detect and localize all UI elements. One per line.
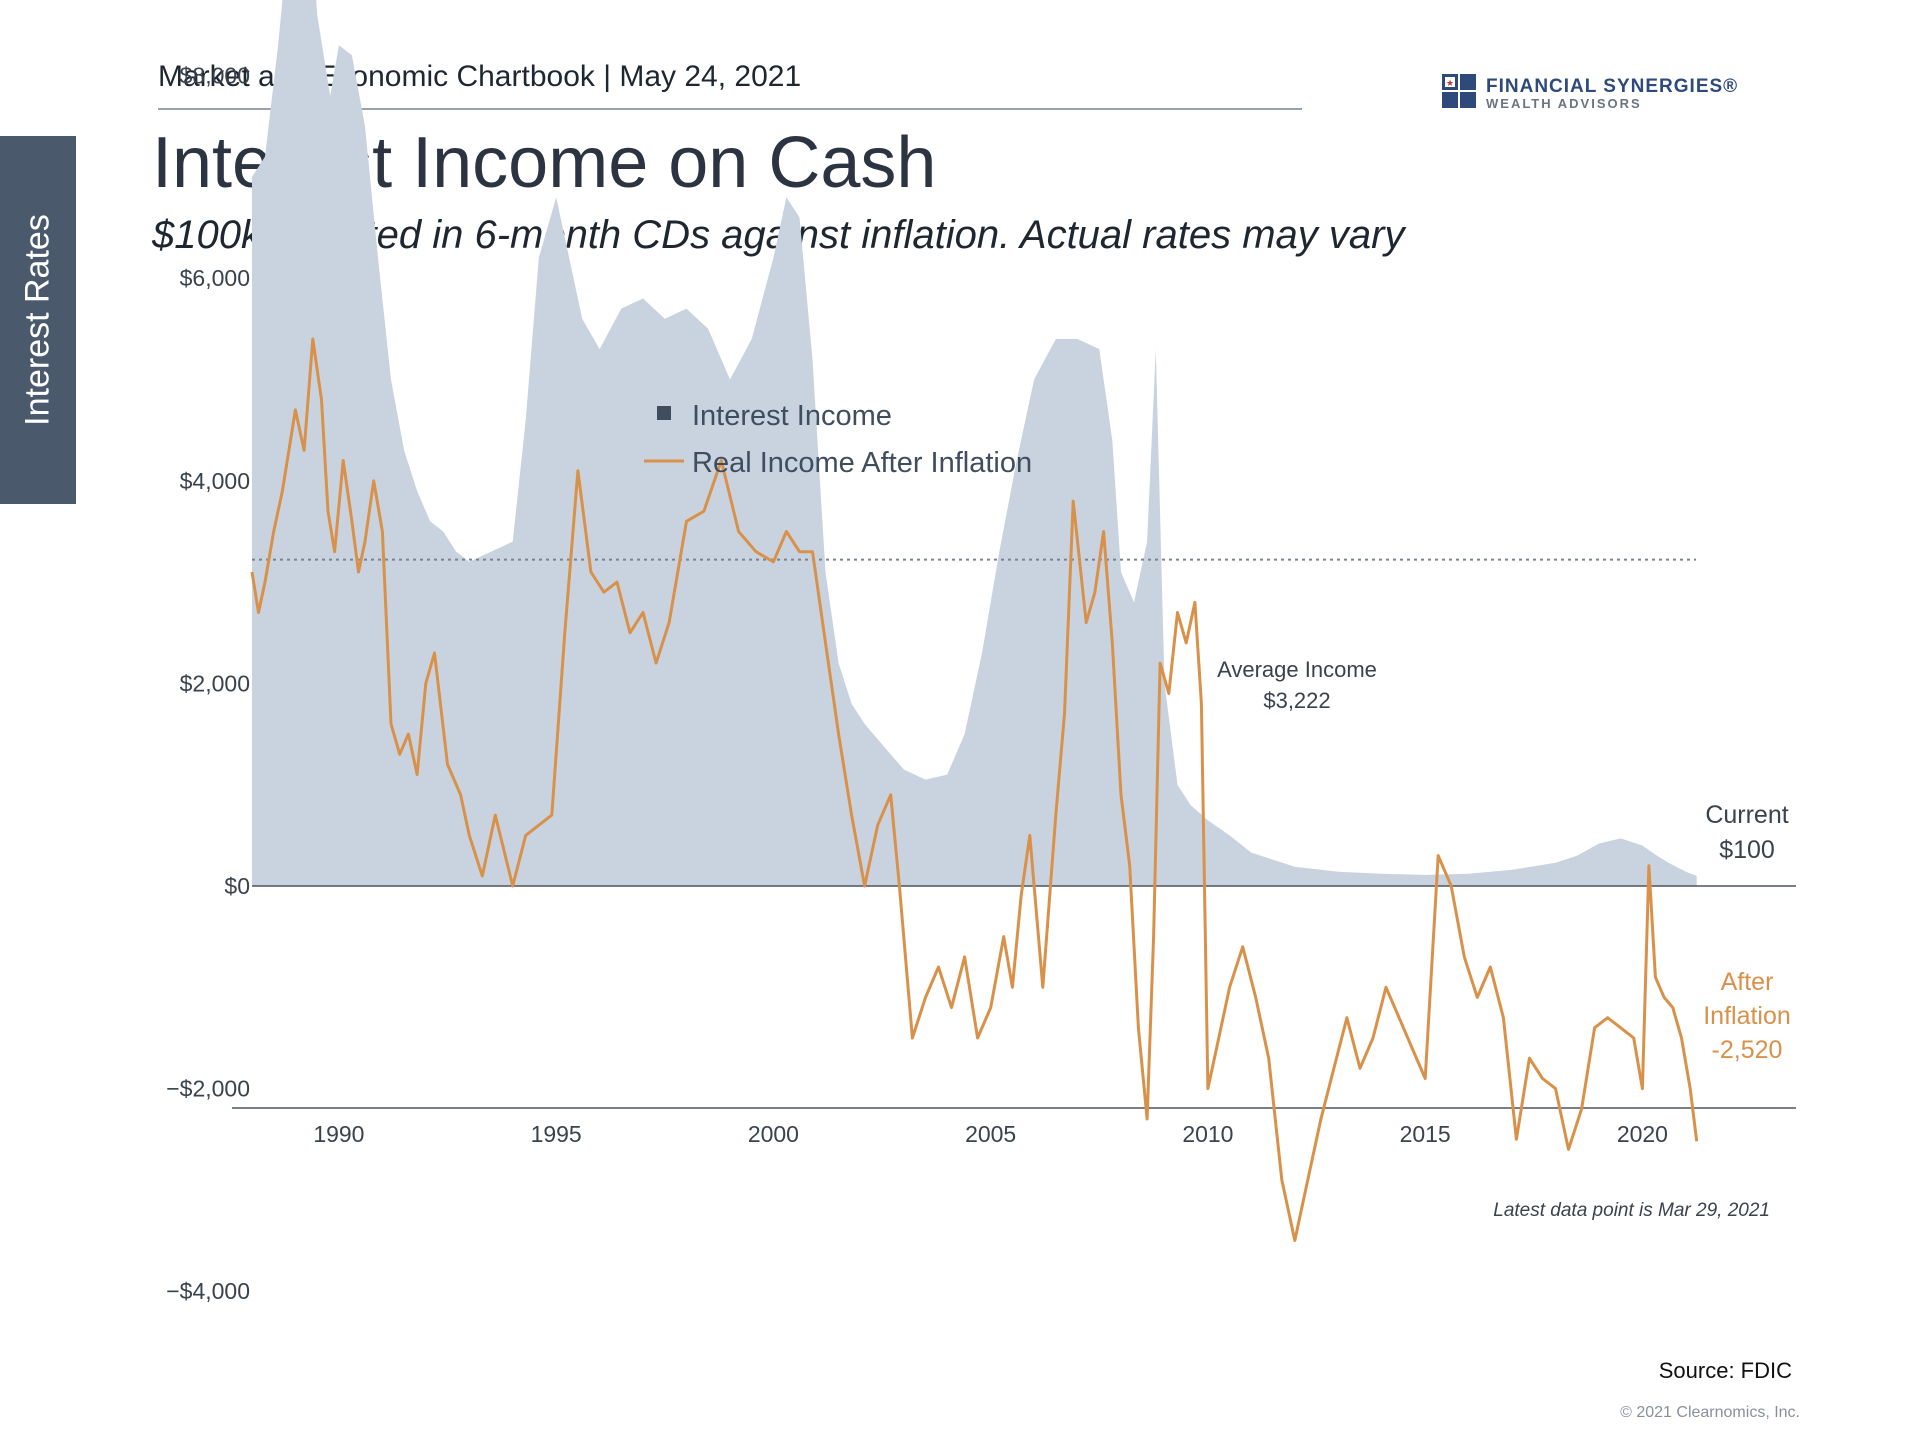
x-tick-label: 1990 <box>313 1121 364 1147</box>
interest-income-area <box>252 0 1697 886</box>
copyright: © 2021 Clearnomics, Inc. <box>1620 1404 1800 1421</box>
flag-grid-icon: ★ <box>1442 74 1476 108</box>
interest-income-area-layer <box>252 0 1697 886</box>
x-tick-label: 1995 <box>531 1121 582 1147</box>
legend: Interest Income Real Income After Inflat… <box>644 400 1032 479</box>
real-income-line-layer <box>250 337 1699 1242</box>
x-tick-label: 2020 <box>1617 1121 1668 1147</box>
logo-name: FINANCIAL SYNERGIES® <box>1486 76 1739 97</box>
y-tick-label: $2,000 <box>180 670 250 696</box>
real-income-line <box>250 337 1699 1242</box>
average-income-label: Average Income <box>1217 657 1377 682</box>
y-tick-label: $6,000 <box>180 265 250 291</box>
y-tick-label: −$2,000 <box>166 1076 250 1102</box>
current-label: Current <box>1705 801 1788 829</box>
y-tick-label: −$4,000 <box>166 1278 250 1304</box>
chartbook-header: Market and Economic Chartbook | May 24, … <box>158 60 802 93</box>
legend-label-real-income: Real Income After Inflation <box>692 447 1032 479</box>
y-tick-label: $4,000 <box>180 468 250 494</box>
logo-subtitle: WEALTH ADVISORS <box>1486 96 1642 111</box>
x-tick-label: 2015 <box>1400 1121 1451 1147</box>
legend-label-interest-income: Interest Income <box>692 400 892 432</box>
company-logo: ★ FINANCIAL SYNERGIES® WEALTH ADVISORS <box>1442 74 1762 118</box>
header-divider <box>158 108 1302 110</box>
x-tick-label: 2000 <box>748 1121 799 1147</box>
latest-data-note: Latest data point is Mar 29, 2021 <box>1493 1200 1770 1221</box>
after-inflation-value: -2,520 <box>1712 1036 1783 1064</box>
x-axis-ticks: 1990 1995 2000 2005 2010 2015 2020 <box>313 1121 1668 1147</box>
x-tick-label: 2005 <box>965 1121 1016 1147</box>
legend-swatch-interest-income <box>657 406 671 420</box>
current-value: $100 <box>1719 836 1775 864</box>
after-inflation-label-1: After <box>1721 968 1774 996</box>
average-income-value: $3,222 <box>1263 688 1330 713</box>
svg-text:★: ★ <box>1446 78 1454 88</box>
side-tab[interactable]: Interest Rates <box>0 136 76 504</box>
y-tick-label: $0 <box>224 873 250 899</box>
y-tick-label: $8,000 <box>180 63 250 89</box>
x-tick-label: 2010 <box>1182 1121 1233 1147</box>
after-inflation-label-2: Inflation <box>1703 1002 1791 1030</box>
source-note: Source: FDIC <box>1658 1358 1792 1383</box>
y-axis-ticks: $10,000$8,000$6,000$4,000$2,000$0−$2,000… <box>166 63 250 1305</box>
